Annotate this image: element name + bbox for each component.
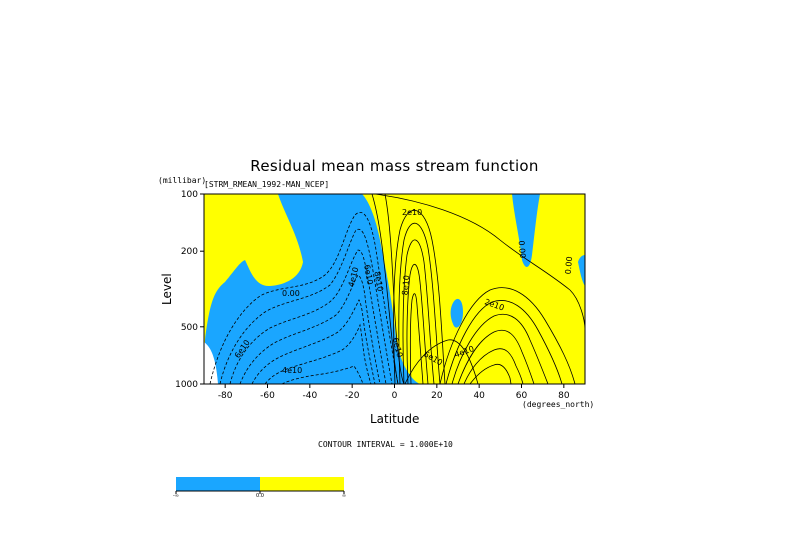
x-tick-label: 80 [558, 391, 570, 401]
contour-label: 8e10 [401, 275, 412, 296]
x-tick-label: 60 [516, 391, 528, 401]
negative-region-north-pole [578, 255, 585, 286]
y-tick-label: 1000 [175, 380, 198, 390]
x-tick-label: 20 [431, 391, 443, 401]
colorbar-positive [260, 477, 344, 491]
x-axis-label: Latitude [370, 412, 420, 426]
contour-label: 0.00 [517, 240, 528, 259]
dataset-label: [STRM_RMEAN_1992-MAN_NCEP] [204, 180, 330, 189]
x-tick-label: -40 [302, 391, 317, 401]
x-tick-label: 40 [473, 391, 485, 401]
contour-label: 2e10 [402, 208, 422, 217]
y-units-label: (millibar) [158, 176, 207, 185]
colorbar-label-mid: 0.0 [256, 493, 264, 499]
contour-interval-note: CONTOUR INTERVAL = 1.000E+10 [318, 440, 453, 449]
colorbar: -∞ 0.0 ∞ [173, 477, 346, 499]
colorbar-label-max: ∞ [342, 493, 346, 499]
x-units-label: (degrees_north) [522, 400, 595, 409]
y-axis-label: Level [160, 273, 174, 305]
negative-contours [209, 212, 399, 384]
positive-contours [371, 194, 585, 384]
negative-region-north-blob [450, 298, 463, 328]
x-tick-label: -20 [345, 391, 360, 401]
contour-label: 0.00 [282, 289, 300, 298]
colorbar-negative [176, 477, 260, 491]
contour-label: 0.00 [564, 256, 575, 275]
x-tick-label: -80 [218, 391, 233, 401]
contour-label: 6e10 [362, 264, 374, 285]
negative-region-north-column [512, 194, 540, 267]
y-axis: 100 200 500 1000 [175, 190, 204, 390]
colorbar-label-min: -∞ [173, 493, 179, 499]
y-tick-label: 500 [181, 323, 198, 333]
y-tick-label: 200 [181, 247, 198, 257]
missing-region [204, 342, 218, 384]
x-tick-label: -60 [260, 391, 275, 401]
plot-area [204, 194, 585, 384]
y-tick-label: 100 [181, 190, 198, 200]
x-tick-label: 0 [392, 391, 398, 401]
contour-label: 4e10 [282, 366, 302, 375]
x-axis: -80 -60 -40 -20 0 20 40 60 80 [218, 384, 570, 401]
contour-label: 8e10 [372, 271, 384, 292]
chart-title: Residual mean mass stream function [250, 157, 539, 175]
